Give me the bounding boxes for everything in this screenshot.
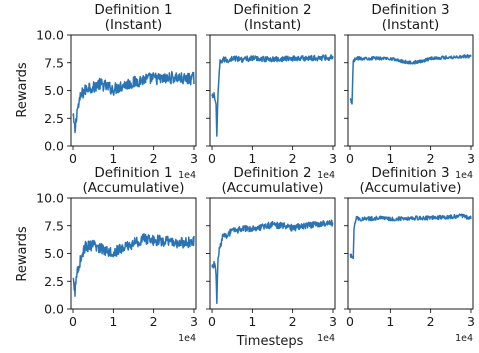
panel-1: Definition 1(Instant)0.02.55.07.510.00 1 2…	[36, 2, 198, 181]
panel-title-line1: Definition 2	[233, 2, 311, 18]
panel-title-line1: Definition 3	[371, 2, 449, 18]
x-tick-label: 3	[467, 151, 475, 166]
panel-title-line2: (Instant)	[244, 17, 302, 33]
y-tick-label: 5.0	[44, 83, 64, 98]
panel-5: Definition 2(Accumulative) 0 1 2 3 1e4	[206, 165, 337, 344]
y-tick-label: 0.0	[44, 139, 64, 154]
axes-frame	[347, 34, 474, 147]
axes-frame	[70, 34, 197, 147]
panel-title-line1: Definition 1	[94, 2, 172, 18]
x-tick-label: 2	[150, 314, 158, 329]
x-offset-label: 1e4	[317, 333, 335, 344]
panel-title-line2: (Instant)	[105, 17, 163, 33]
x-tick-label: 1	[248, 151, 256, 166]
y-tick-label: 7.5	[44, 218, 64, 233]
panel-title-line2: (Instant)	[382, 17, 440, 33]
panel-title-line1: Definition 2	[233, 165, 311, 181]
series-line	[211, 54, 334, 137]
x-tick-label: 3	[467, 314, 475, 329]
x-offset-label: 1e4	[317, 170, 335, 181]
x-tick-label: 1	[109, 314, 117, 329]
x-offset-label: 1e4	[178, 170, 196, 181]
panel-title-line1: Definition 3	[371, 165, 449, 181]
x-tick-label: 3	[329, 151, 337, 166]
y-tick-label: 10.0	[36, 191, 64, 206]
x-offset-label: 1e4	[455, 333, 473, 344]
x-tick-label: 2	[427, 151, 435, 166]
x-tick-label: 3	[329, 314, 337, 329]
x-tick-label: 0	[208, 314, 216, 329]
y-tick-label: 2.5	[44, 111, 64, 126]
series-line	[211, 219, 334, 305]
axes-frame	[70, 197, 197, 310]
x-tick-label: 0	[346, 151, 354, 166]
axes-frame	[209, 197, 336, 310]
x-axis-label: Timesteps	[236, 334, 304, 349]
x-tick-label: 1	[386, 314, 394, 329]
x-offset-label: 1e4	[178, 333, 196, 344]
y-axis-label-top: Rewards	[15, 62, 30, 117]
y-tick-label: 0.0	[44, 302, 64, 317]
x-tick-label: 3	[190, 314, 198, 329]
y-tick-label: 2.5	[44, 274, 64, 289]
x-tick-label: 2	[150, 151, 158, 166]
x-tick-label: 0	[69, 151, 77, 166]
y-axis-label-bottom: Rewards	[15, 226, 30, 281]
panel-6: Definition 3(Accumulative) 0 1 2 3 1e4	[344, 165, 475, 344]
x-tick-label: 1	[386, 151, 394, 166]
panel-4: Definition 1(Accumulative)0.02.55.07.510…	[36, 165, 198, 344]
panel-title-line2: (Accumulative)	[221, 180, 323, 196]
series-line	[72, 233, 195, 297]
panel-title-line2: (Accumulative)	[82, 180, 184, 196]
series-line	[349, 213, 472, 260]
y-tick-label: 10.0	[36, 28, 64, 43]
x-tick-label: 0	[346, 314, 354, 329]
x-tick-label: 1	[248, 314, 256, 329]
x-offset-label: 1e4	[455, 170, 473, 181]
x-tick-label: 2	[427, 314, 435, 329]
y-tick-label: 7.5	[44, 55, 64, 70]
y-tick-label: 5.0	[44, 246, 64, 261]
x-tick-label: 0	[69, 314, 77, 329]
panel-title-line2: (Accumulative)	[359, 180, 461, 196]
panel-title-line1: Definition 1	[94, 165, 172, 181]
panels-layer: Definition 1(Instant)0.02.55.07.510.00 1 2…	[36, 2, 475, 344]
x-tick-label: 3	[190, 151, 198, 166]
axes-frame	[209, 34, 336, 147]
x-tick-label: 2	[289, 151, 297, 166]
x-tick-label: 1	[109, 151, 117, 166]
x-tick-label: 0	[208, 151, 216, 166]
series-line	[349, 53, 472, 105]
x-tick-label: 2	[289, 314, 297, 329]
axes-frame	[347, 197, 474, 310]
series-line	[72, 71, 195, 134]
